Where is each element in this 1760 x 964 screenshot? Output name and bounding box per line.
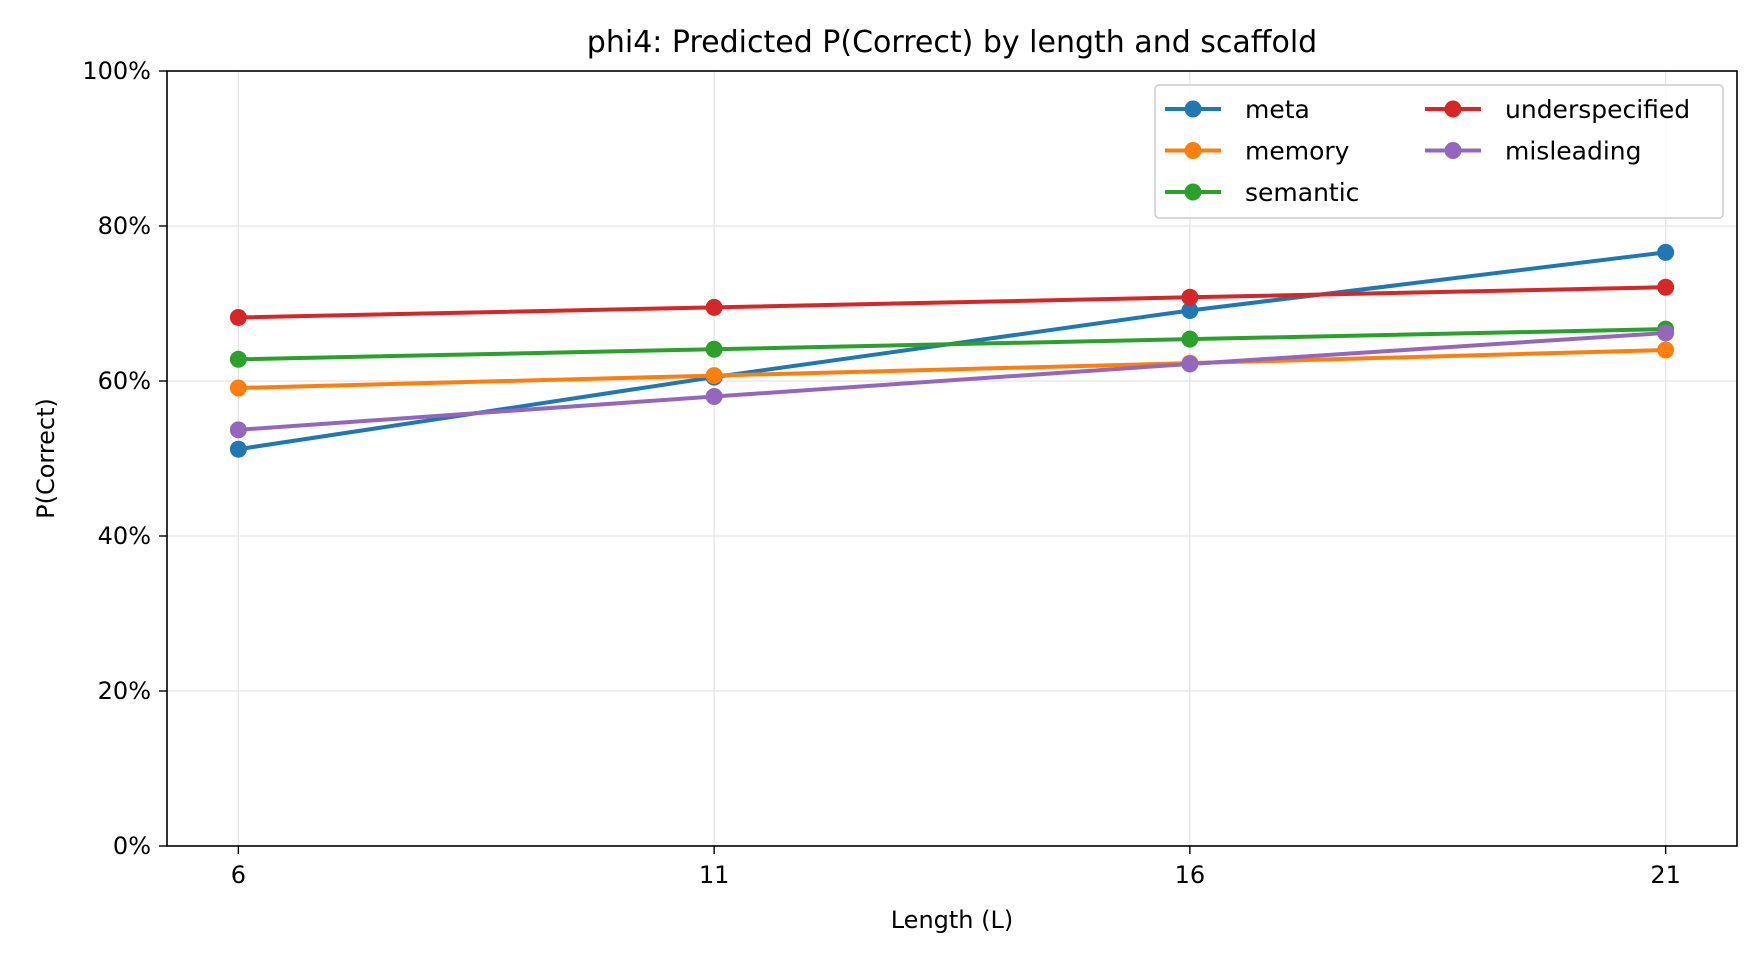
y-axis-label: P(Correct)	[32, 398, 60, 519]
legend-swatch-marker	[1444, 142, 1462, 159]
legend: meta memory semantic underspecified misleadi…	[1154, 84, 1724, 219]
x-tick-label: 16	[1175, 861, 1206, 889]
data-point	[1181, 355, 1199, 373]
data-point	[229, 308, 247, 326]
legend-item-meta: meta	[1165, 95, 1310, 124]
legend-label: underspecified	[1505, 95, 1690, 124]
series-line	[236, 285, 1668, 320]
series-group	[229, 243, 1675, 458]
data-point	[229, 421, 247, 439]
data-point	[705, 367, 723, 385]
data-point	[229, 379, 247, 397]
series-line	[236, 327, 1668, 362]
legend-item-memory: memory	[1165, 137, 1350, 166]
data-point	[229, 440, 247, 458]
legend-swatch-marker	[1184, 142, 1202, 159]
x-axis-label: Length (L)	[891, 906, 1014, 934]
legend-swatch-marker	[1184, 183, 1202, 201]
series-underspecified	[229, 278, 1675, 326]
y-tick-label: 80%	[98, 212, 151, 240]
axis-ticks: 6 11 16 21 0% 20% 40% 60% 80% 100%	[82, 57, 1681, 889]
data-point	[229, 350, 247, 368]
y-tick-label: 0%	[113, 832, 151, 860]
y-tick-label: 20%	[98, 677, 151, 705]
legend-label: semantic	[1245, 178, 1359, 207]
legend-item-semantic: semantic	[1165, 178, 1359, 207]
y-tick-label: 40%	[98, 522, 151, 550]
data-point	[705, 298, 723, 316]
data-point	[1657, 278, 1675, 296]
x-tick-label: 21	[1650, 861, 1681, 889]
series-misleading	[229, 324, 1675, 439]
data-point	[1181, 301, 1199, 319]
x-tick-label: 6	[231, 861, 246, 889]
y-tick-label: 60%	[98, 367, 151, 395]
chart-title: phi4: Predicted P(Correct) by length and…	[587, 25, 1317, 60]
x-tick-label: 11	[699, 861, 730, 889]
data-point	[1657, 324, 1675, 342]
data-point	[705, 388, 723, 405]
data-point	[705, 340, 723, 358]
data-point	[1657, 341, 1675, 359]
legend-label: misleading	[1505, 137, 1642, 166]
legend-swatch-marker	[1444, 100, 1462, 118]
data-point	[1181, 330, 1199, 348]
legend-label: meta	[1245, 95, 1310, 124]
y-tick-label: 100%	[82, 57, 151, 85]
legend-label: memory	[1245, 137, 1350, 166]
data-point	[1181, 288, 1199, 306]
series-line	[236, 330, 1668, 432]
legend-item-misleading: misleading	[1425, 137, 1642, 166]
legend-item-underspecified: underspecified	[1425, 95, 1690, 124]
legend-swatch-marker	[1184, 100, 1202, 118]
data-point	[1657, 243, 1675, 261]
series-line	[236, 347, 1668, 391]
plot-frame	[166, 70, 1738, 847]
